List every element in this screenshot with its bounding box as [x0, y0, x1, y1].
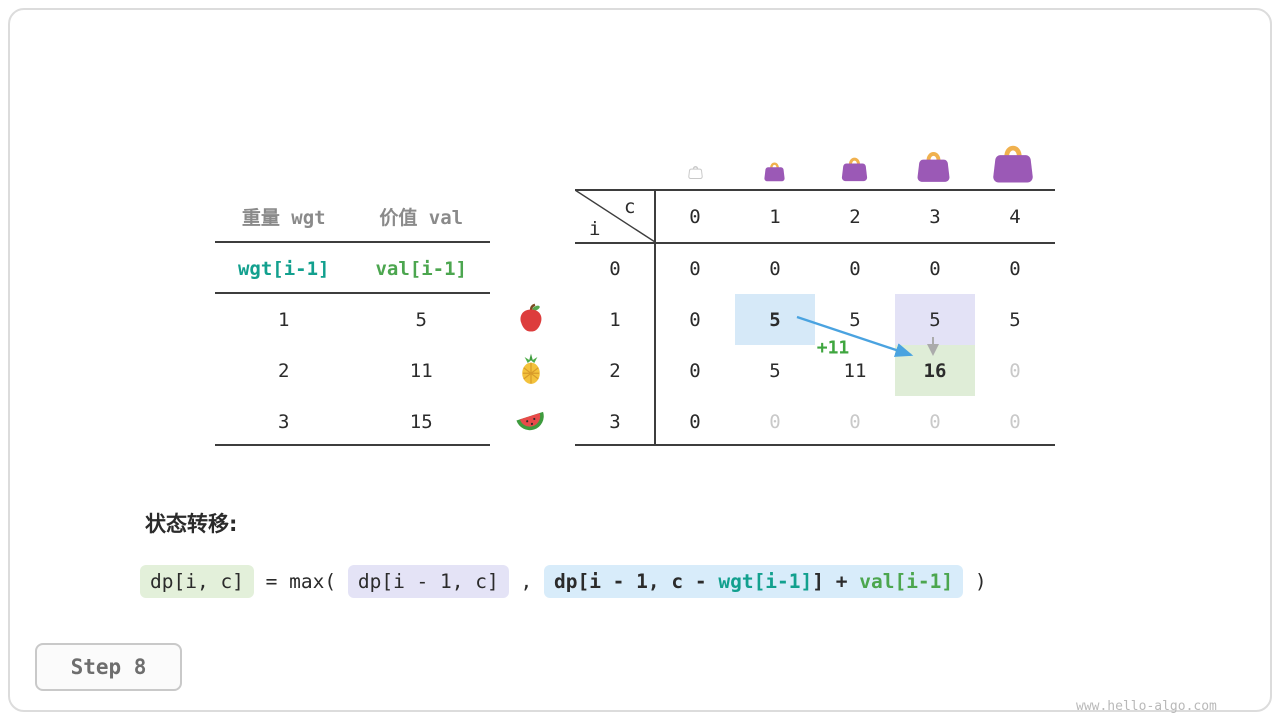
dp-cell: 0	[849, 410, 861, 433]
weights-cell: 5	[415, 308, 427, 331]
weights-col-header-wgt: 重量 wgt	[241, 207, 326, 229]
dp-cell: 0	[929, 410, 941, 433]
dp-cell: 5	[1009, 308, 1021, 331]
dp-row-header: 2	[609, 359, 621, 382]
weights-cell: 1	[278, 308, 290, 331]
dp-cell: 0	[689, 257, 701, 280]
dp-cell-current-highlight: 16	[895, 345, 975, 396]
formula-text: = max(	[253, 569, 348, 593]
bag-icon	[917, 152, 950, 182]
dp-col-header: 0	[689, 205, 701, 228]
dp-cell: 0	[1009, 257, 1021, 280]
formula-chip-dp-take: dp[i - 1, c - wgt[i-1]] + val[i-1]	[543, 564, 964, 598]
dp-row-header: 0	[609, 257, 621, 280]
dp-header-rule	[575, 242, 1055, 244]
dp-cell: 0	[1009, 359, 1021, 382]
dp-cell: 11	[843, 359, 867, 382]
dp-col-header: 2	[849, 205, 861, 228]
weights-col-header-val: 价值 val	[379, 207, 464, 229]
dp-row-header: 3	[609, 410, 621, 433]
bag-icon	[764, 162, 785, 182]
transition-heading: 状态转移:	[145, 512, 238, 536]
formula-chip-dp-ic: dp[i, c]	[140, 564, 254, 598]
formula-text: ] +	[812, 569, 860, 593]
apple-icon	[520, 303, 542, 332]
dp-corner-col-axis: c	[624, 196, 636, 218]
dp-cell: 0	[1009, 410, 1021, 433]
dp-table: 0 1 2 3 4 0 0 0 0 0 0 1 0 5 5 5 5 2 0 5 …	[575, 190, 1055, 447]
dp-top-rule	[575, 189, 1055, 191]
weights-formula-wgt: wgt[i-1]	[237, 257, 330, 280]
watermelon-icon	[516, 411, 544, 431]
formula-chip-dp-prev: dp[i - 1, c]	[347, 564, 509, 598]
dp-cell-source-highlight: 5	[735, 294, 815, 345]
bag-icon	[841, 157, 868, 182]
dp-cell: 5	[769, 359, 781, 382]
weights-cell: 11	[409, 359, 433, 382]
dp-cell: 0	[689, 359, 701, 382]
pineapple-icon	[522, 353, 540, 384]
bag-icon	[993, 145, 1033, 183]
transition-formula: dp[i, c] = max( dp[i - 1, c] , dp[i - 1,…	[140, 562, 987, 600]
dp-cell: 0	[689, 308, 701, 331]
weights-formula-val: val[i-1]	[375, 257, 467, 280]
weights-cell: 2	[278, 359, 290, 382]
dp-col-header: 1	[769, 205, 781, 228]
weights-bottom-rule	[215, 444, 490, 446]
weights-table: 重量 wgt 价值 val wgt[i-1] val[i-1] 1 5 2 11…	[215, 190, 490, 447]
dp-col-header: 4	[1009, 205, 1021, 228]
dp-cell: 0	[849, 257, 861, 280]
dp-row-header: 1	[609, 308, 621, 331]
weights-formula-rule	[215, 292, 490, 294]
formula-text: ,	[508, 569, 544, 593]
formula-wgt-term: wgt[i-1]	[718, 569, 813, 593]
dp-cell: 0	[929, 257, 941, 280]
bag-outline-icon	[688, 166, 703, 179]
dp-cell-above-highlight: 5	[895, 294, 975, 345]
dp-corner-diagonal	[575, 190, 655, 242]
step-badge: Step 8	[35, 643, 182, 691]
weights-cell: 3	[278, 410, 290, 433]
dp-cell: 0	[769, 257, 781, 280]
dp-corner-row-axis: i	[589, 218, 601, 240]
dp-bottom-rule	[575, 444, 1055, 446]
dp-col-header: 3	[929, 205, 941, 228]
dp-vertical-rule	[654, 190, 656, 445]
weights-cell: 15	[409, 410, 433, 433]
weights-header-rule	[215, 241, 490, 243]
dp-cell: 0	[769, 410, 781, 433]
dp-cell: 0	[689, 410, 701, 433]
plus-value-annotation: +11	[816, 337, 850, 359]
formula-text: dp[i - 1, c -	[553, 569, 719, 593]
formula-val-term: val[i-1]	[859, 569, 954, 593]
watermark: www.hello-algo.com	[1076, 699, 1217, 714]
formula-text: )	[963, 569, 987, 593]
